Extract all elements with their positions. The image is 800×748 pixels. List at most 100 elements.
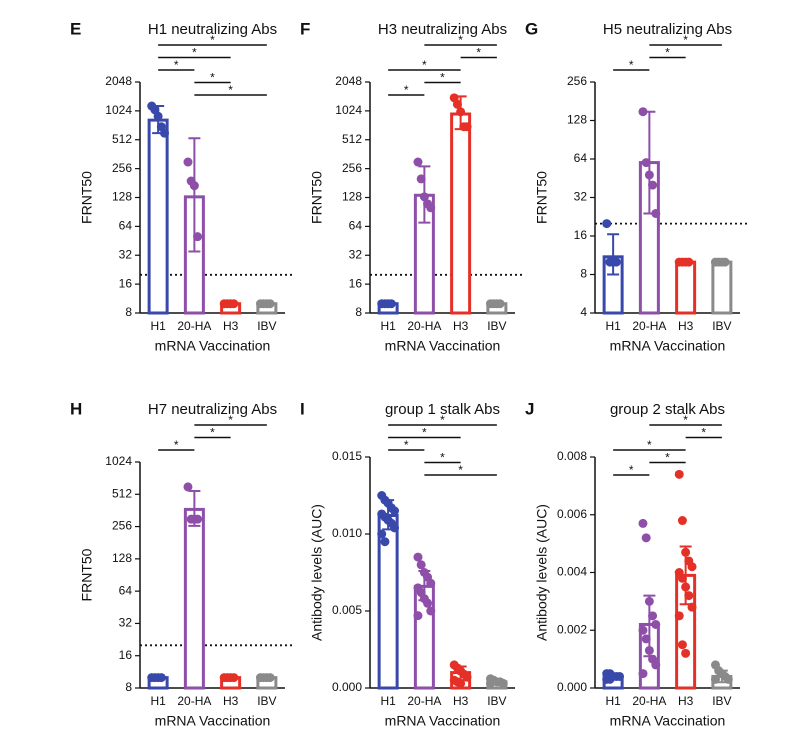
x-tick-label: H1: [380, 319, 396, 333]
y-tick-label: 2048: [335, 74, 362, 88]
y-tick-label: 1024: [105, 454, 132, 468]
y-tick-label: 1024: [335, 103, 362, 117]
data-point: [677, 640, 687, 650]
significance-label: *: [192, 46, 197, 60]
significance-label: *: [458, 33, 463, 47]
data-point: [638, 107, 648, 117]
y-tick-label: 64: [574, 151, 588, 165]
data-point: [419, 192, 429, 202]
panel-letter: G: [525, 19, 538, 38]
data-point: [651, 660, 661, 670]
data-point: [156, 673, 166, 683]
data-point: [183, 482, 193, 492]
chart-title: H3 neutralizing Abs: [378, 21, 507, 38]
chart-title: H5 neutralizing Abs: [603, 21, 732, 38]
significance-label: *: [665, 46, 670, 60]
significance-label: *: [629, 463, 634, 477]
x-tick-label: H1: [150, 694, 166, 708]
significance-label: *: [404, 438, 409, 452]
data-point: [452, 99, 462, 109]
significance-label: *: [440, 71, 445, 85]
y-axis-label: FRNT50: [79, 171, 95, 224]
y-tick-label: 0.004: [557, 565, 587, 579]
data-point: [638, 669, 648, 679]
data-point: [160, 128, 170, 138]
x-tick-label: 20-HA: [407, 319, 441, 333]
significance-label: *: [210, 33, 215, 47]
x-axis-label: mRNA Vaccination: [610, 338, 726, 354]
chart-title: group 1 stalk Abs: [385, 401, 500, 418]
x-tick-label: IBV: [487, 319, 506, 333]
panel-letter: F: [300, 19, 310, 38]
bar: [183, 507, 205, 690]
x-tick-label: IBV: [257, 694, 276, 708]
x-tick-label: H1: [605, 319, 621, 333]
x-tick-label: IBV: [257, 319, 276, 333]
data-point: [183, 157, 193, 167]
x-axis-label: mRNA Vaccination: [385, 713, 501, 729]
y-tick-label: 32: [574, 190, 588, 204]
data-point: [651, 208, 661, 218]
y-tick-label: 32: [119, 247, 133, 261]
data-point: [193, 514, 203, 524]
y-tick-label: 32: [119, 616, 133, 630]
data-point: [644, 596, 654, 606]
y-tick-label: 8: [355, 305, 362, 319]
y-tick-label: 64: [119, 219, 133, 233]
data-point: [413, 552, 423, 562]
data-point: [681, 648, 691, 658]
data-point: [720, 257, 730, 267]
data-point: [189, 181, 199, 191]
y-tick-label: 0.000: [332, 680, 362, 694]
y-tick-label: 0.008: [557, 449, 587, 463]
data-point: [390, 506, 400, 516]
data-point: [498, 678, 508, 688]
data-point: [462, 672, 472, 682]
x-tick-label: 20-HA: [632, 694, 666, 708]
x-tick-label: H3: [223, 694, 239, 708]
y-axis-label: Antibody levels (AUC): [534, 504, 550, 641]
significance-label: *: [404, 83, 409, 97]
bar: [450, 112, 472, 315]
data-point: [677, 573, 687, 583]
y-tick-label: 512: [112, 132, 132, 146]
y-axis-label: FRNT50: [309, 171, 325, 224]
y-tick-label: 256: [112, 519, 132, 533]
data-point: [426, 203, 436, 213]
data-point: [677, 516, 687, 526]
data-point: [153, 111, 163, 121]
data-point: [611, 257, 621, 267]
x-tick-label: 20-HA: [632, 319, 666, 333]
y-axis-label: FRNT50: [79, 548, 95, 601]
data-point: [687, 602, 697, 612]
data-point: [495, 299, 505, 309]
data-point: [462, 122, 472, 132]
data-point: [648, 611, 658, 621]
significance-label: *: [458, 463, 463, 477]
data-point: [641, 533, 651, 543]
y-tick-label: 256: [112, 161, 132, 175]
y-tick-label: 0.010: [332, 526, 362, 540]
y-tick-label: 0.005: [332, 603, 362, 617]
y-tick-label: 16: [119, 276, 133, 290]
y-tick-label: 128: [112, 190, 132, 204]
data-point: [485, 678, 495, 688]
data-point: [681, 582, 691, 592]
significance-label: *: [665, 451, 670, 465]
y-tick-label: 16: [574, 228, 588, 242]
data-point: [605, 674, 615, 684]
y-axis-label: FRNT50: [534, 171, 550, 224]
significance-label: *: [683, 413, 688, 427]
data-point: [644, 645, 654, 655]
chart-title: group 2 stalk Abs: [610, 401, 725, 418]
significance-label: *: [174, 438, 179, 452]
data-point: [456, 678, 466, 688]
x-tick-label: 20-HA: [407, 694, 441, 708]
bar: [711, 260, 733, 315]
bar: [147, 118, 169, 315]
x-tick-label: H3: [453, 319, 469, 333]
data-point: [377, 529, 387, 539]
significance-label: *: [440, 413, 445, 427]
x-tick-label: H1: [150, 319, 166, 333]
y-tick-label: 512: [342, 132, 362, 146]
